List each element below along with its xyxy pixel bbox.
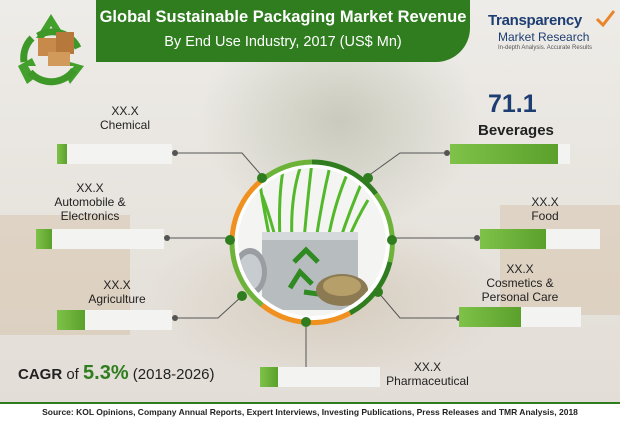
cagr-of: of xyxy=(66,366,79,383)
beverages-value: 71.1 xyxy=(488,90,537,118)
agriculture-value: XX.X xyxy=(103,278,131,292)
checkmark-icon xyxy=(595,10,616,28)
cagr-text: CAGR of 5.3% (2018-2026) xyxy=(18,362,215,385)
agriculture-name: Agriculture xyxy=(88,292,146,306)
grass-can-icon xyxy=(238,168,386,316)
cagr-period: (2018-2026) xyxy=(132,366,215,383)
page-subtitle: By End Use Industry, 2017 (US$ Mn) xyxy=(164,34,402,50)
automobile-bar xyxy=(36,229,164,249)
automobile-bar-fill xyxy=(36,229,52,249)
beverages-name: Beverages xyxy=(478,122,554,139)
chemical-bar-fill xyxy=(57,144,67,164)
automobile-label: XX.X Automobile & Electronics xyxy=(20,181,160,223)
agriculture-bar xyxy=(57,310,172,330)
cagr-prefix: CAGR xyxy=(18,366,63,383)
chemical-name: Chemical xyxy=(99,118,150,132)
brand-logo: Transparency Market Research In-depth An… xyxy=(488,8,618,64)
chemical-bar xyxy=(57,144,172,164)
connector-lines xyxy=(167,152,477,370)
automobile-name-2: Electronics xyxy=(60,209,120,223)
cosmetics-bar xyxy=(459,307,581,327)
background-box xyxy=(500,205,620,315)
pharmaceutical-label: XX.X Pharmaceutical xyxy=(380,360,475,388)
agriculture-label: XX.X Agriculture xyxy=(62,278,172,306)
logo-name-2: Market Research xyxy=(498,30,590,44)
food-label: XX.X Food xyxy=(490,195,600,223)
cosmetics-name-1: Cosmetics & xyxy=(486,276,554,290)
food-bar xyxy=(480,229,600,249)
header-banner: Global Sustainable Packaging Market Reve… xyxy=(96,0,470,62)
beverages-bar-fill xyxy=(450,144,558,164)
cosmetics-value: XX.X xyxy=(506,262,534,276)
beverages-bar xyxy=(450,144,570,164)
food-bar-fill xyxy=(480,229,546,249)
food-name: Food xyxy=(531,209,559,223)
pharmaceutical-bar-fill xyxy=(260,367,278,387)
cosmetics-bar-fill xyxy=(459,307,521,327)
automobile-name-1: Automobile & xyxy=(54,195,126,209)
pharmaceutical-name: Pharmaceutical xyxy=(386,374,469,388)
page-title: Global Sustainable Packaging Market Reve… xyxy=(99,8,467,26)
cosmetics-label: XX.X Cosmetics & Personal Care xyxy=(460,262,580,304)
logo-name: Transparency xyxy=(488,12,582,29)
chemical-label: XX.X Chemical xyxy=(70,104,180,132)
chemical-value: XX.X xyxy=(111,104,139,118)
source-text: Source: KOL Opinions, Company Annual Rep… xyxy=(42,407,578,417)
agriculture-bar-fill xyxy=(57,310,85,330)
ring-dots xyxy=(225,173,397,327)
automobile-value: XX.X xyxy=(76,181,104,195)
cosmetics-name-2: Personal Care xyxy=(481,290,559,304)
food-value: XX.X xyxy=(531,195,559,209)
cagr-value: 5.3% xyxy=(83,362,129,384)
logo-tagline: In-depth Analysis. Accurate Results xyxy=(498,45,593,51)
recycle-boxes-icon xyxy=(18,14,84,86)
source-footer: Source: KOL Opinions, Company Annual Rep… xyxy=(0,402,620,422)
pharmaceutical-bar xyxy=(260,367,380,387)
pharmaceutical-value: XX.X xyxy=(413,360,442,374)
